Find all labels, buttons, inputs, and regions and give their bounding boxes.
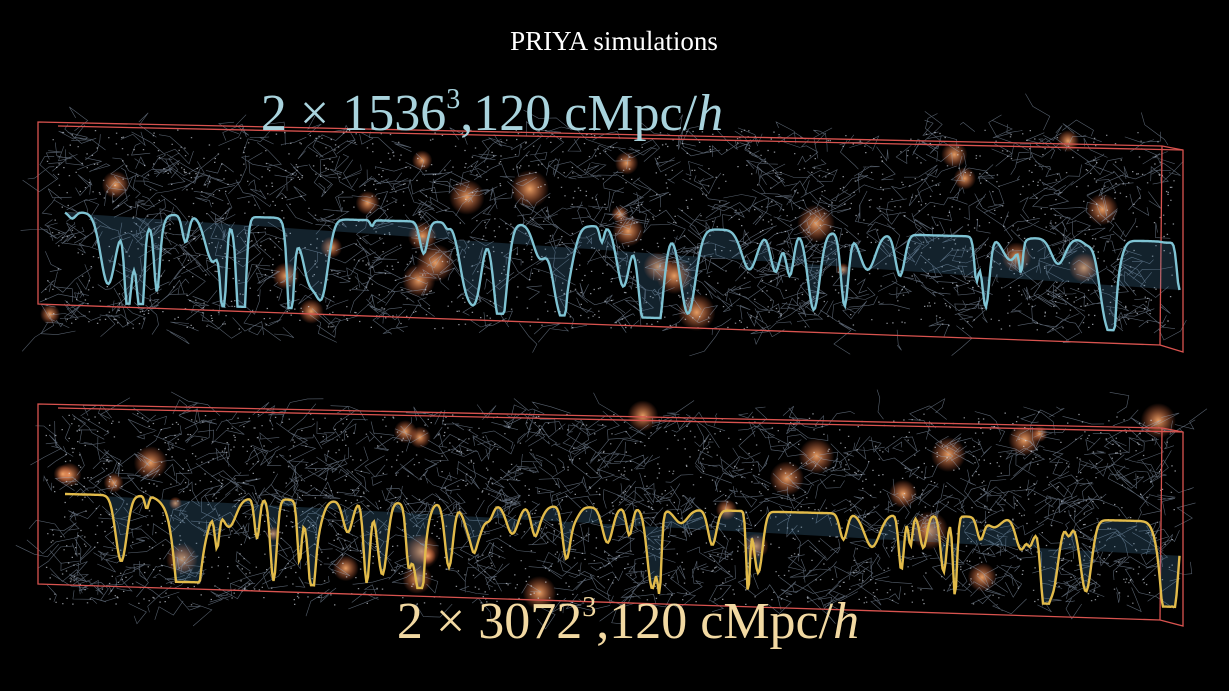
panel-label: 2 × 15363,120 cMpc/h: [261, 84, 723, 142]
halo: [356, 191, 380, 215]
label-exponent: 3: [582, 592, 596, 623]
scene: PRIYA simulations 2 × 15363,120 cMpc/h 2…: [0, 0, 1229, 691]
label-exponent: 3: [446, 84, 460, 115]
halo: [770, 461, 804, 495]
label-unit: h: [833, 593, 859, 650]
halo: [615, 151, 638, 174]
label-unit: h: [697, 85, 723, 142]
label-suffix: ,120 cMpc/: [596, 593, 833, 650]
halo: [931, 437, 966, 472]
halo: [412, 150, 432, 170]
halo: [449, 179, 484, 214]
label-prefix: 2 × 3072: [397, 593, 582, 650]
halo: [54, 465, 73, 484]
title: PRIYA simulations: [510, 26, 718, 56]
label-suffix: ,120 cMpc/: [460, 85, 697, 142]
halo: [1057, 130, 1079, 152]
page: PRIYA simulations 2 × 15363,120 cMpc/h 2…: [0, 0, 1229, 691]
panel-label: 2 × 30723,120 cMpc/h: [397, 592, 859, 650]
label-prefix: 2 × 1536: [261, 85, 446, 142]
